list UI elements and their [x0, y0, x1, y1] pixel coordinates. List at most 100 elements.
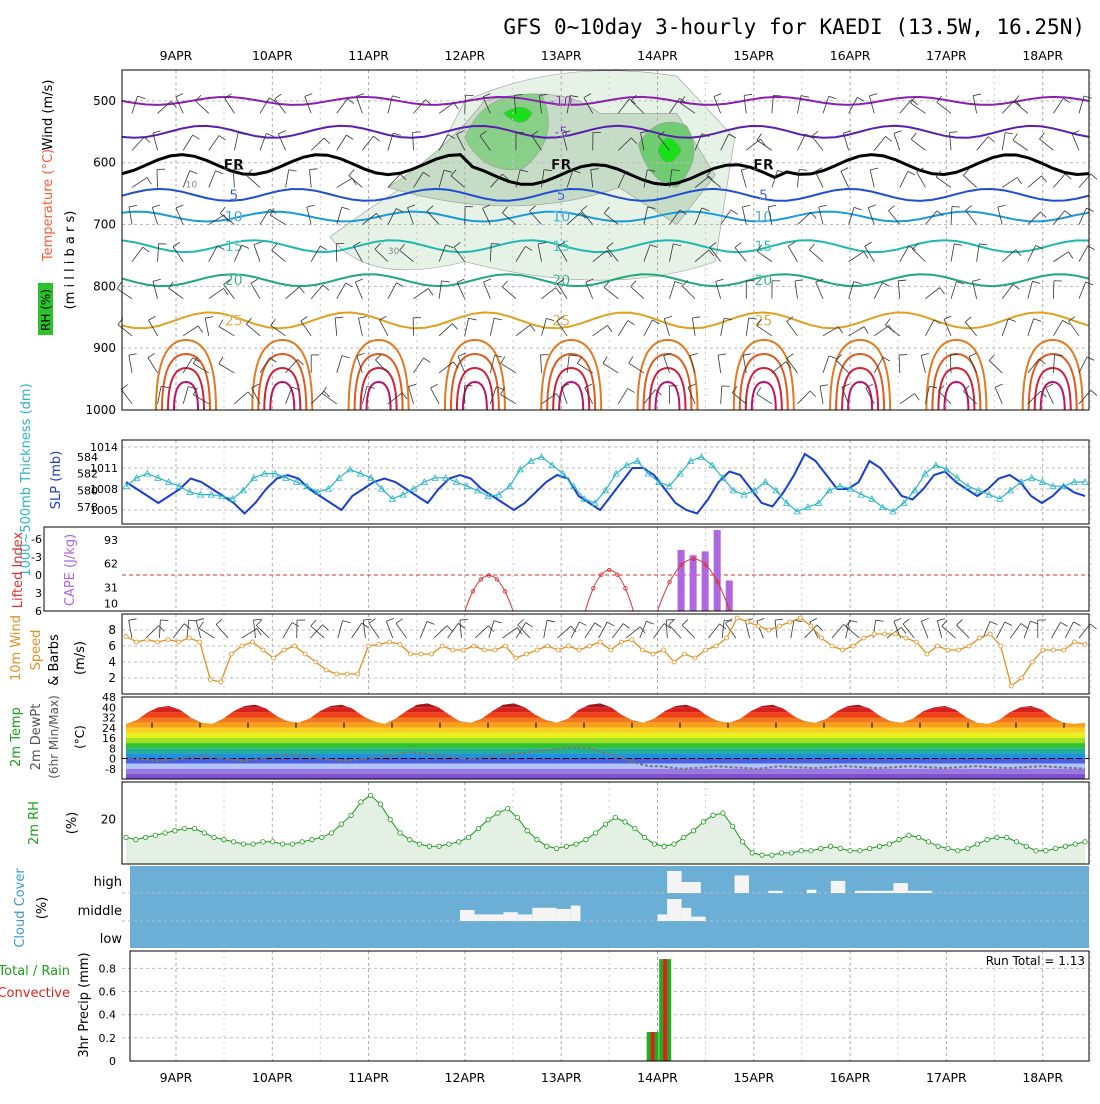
- wind-barb: [724, 620, 732, 621]
- axis-label: RH (%): [39, 289, 53, 331]
- wind-barb: [669, 625, 681, 638]
- cloud-middle-cell: [556, 909, 570, 921]
- rh-marker: [1014, 840, 1018, 844]
- wind-barb: [921, 354, 929, 356]
- rh-marker: [388, 817, 392, 821]
- wind-speed-marker: [904, 636, 908, 640]
- wind-speed-marker: [809, 624, 813, 628]
- wind-barb: [995, 384, 1002, 387]
- wind-barb: [1041, 212, 1047, 218]
- y-tick-label: 0: [109, 1055, 116, 1068]
- wind-barb: [913, 249, 926, 262]
- rh-marker: [163, 831, 167, 835]
- axis-label: 2m Temp: [9, 707, 24, 767]
- wind-barb: [716, 281, 721, 298]
- wind-barb: [219, 357, 223, 364]
- y-tick-label: 1008: [90, 483, 118, 496]
- wind-barb: [604, 288, 618, 299]
- wind-barb: [275, 94, 281, 99]
- wind-barb: [439, 362, 453, 373]
- temp-band: [122, 712, 1089, 717]
- y-tick-label: 1005: [90, 504, 118, 517]
- wind-speed-marker: [156, 640, 160, 644]
- wind-barb: [490, 318, 494, 336]
- wind-barb: [664, 316, 672, 318]
- cloud-high-cell: [893, 883, 907, 893]
- wind-barb: [742, 205, 750, 207]
- wind-barb: [990, 621, 997, 624]
- wind-barb: [544, 620, 547, 638]
- wind-barb: [809, 244, 814, 250]
- wind-speed-marker: [767, 628, 771, 632]
- wind-speed-marker: [1020, 676, 1024, 680]
- wind-barb: [832, 624, 844, 638]
- wind-barb: [475, 626, 488, 638]
- wind-barb: [129, 355, 132, 373]
- wind-speed-marker: [440, 644, 444, 648]
- axis-label: 10m Wind: [9, 615, 24, 681]
- rh-marker: [877, 844, 881, 848]
- axis-label: 2m DewPt: [29, 704, 44, 771]
- wind-speed-marker: [387, 640, 391, 644]
- wind-barb: [1002, 177, 1017, 187]
- wind-barb: [363, 619, 371, 620]
- wind-barb: [868, 208, 874, 225]
- wind-barb: [501, 395, 516, 404]
- wind-barb: [352, 623, 362, 638]
- wind-barb: [937, 621, 941, 638]
- wind-barb: [132, 137, 144, 150]
- rh-marker: [809, 849, 813, 853]
- wind-barb: [271, 319, 276, 326]
- wind-barb: [894, 618, 901, 621]
- rh-marker: [858, 849, 862, 853]
- wind-speed-marker: [978, 636, 982, 640]
- wind-barb: [427, 621, 434, 624]
- rh-marker: [545, 844, 549, 848]
- rh-contour-label: 10: [186, 180, 198, 190]
- wind-barb: [301, 316, 308, 321]
- wind-barb: [900, 394, 915, 404]
- wind-barb: [234, 133, 238, 151]
- temp-bands: [122, 697, 1089, 779]
- wind-barb: [940, 288, 945, 294]
- wind-speed-marker: [820, 636, 824, 640]
- wind-barb: [129, 619, 137, 620]
- wind-barb: [957, 625, 970, 638]
- wind-speed-marker: [314, 660, 318, 664]
- wind-barb: [355, 279, 362, 282]
- wind-barb: [865, 246, 875, 261]
- wind-barb: [812, 131, 818, 136]
- wind-barb: [1028, 281, 1033, 298]
- wind-barb: [256, 625, 269, 638]
- wind-speed-marker: [166, 638, 170, 642]
- rh-marker: [731, 824, 735, 828]
- wind-speed-marker: [851, 644, 855, 648]
- precip-convective-bar: [651, 1032, 655, 1061]
- wind-barb: [1028, 212, 1041, 225]
- wind-barb: [577, 357, 581, 364]
- wind-barb: [995, 387, 1002, 404]
- wind-barb: [458, 353, 465, 356]
- wind-barb: [797, 391, 810, 404]
- wind-barb: [392, 96, 400, 98]
- cloud-middle-cell: [532, 908, 556, 921]
- wind-speed-marker: [777, 624, 781, 628]
- cloud-middle-cell: [667, 899, 681, 921]
- wind-barb: [868, 205, 876, 208]
- wind-barb: [936, 177, 951, 187]
- rh-marker: [750, 851, 754, 855]
- wind-barb: [169, 288, 184, 299]
- wind-barb: [362, 136, 373, 150]
- wind-speed-marker: [398, 642, 402, 646]
- wind-barb: [885, 319, 890, 325]
- wind-barb: [251, 283, 260, 299]
- wind-barb: [718, 355, 721, 373]
- wind-barb: [823, 356, 829, 373]
- wind-barb: [356, 94, 364, 97]
- bottom-date-label: 11APR: [348, 1070, 389, 1085]
- wind-barb: [362, 623, 369, 628]
- wind-barb: [484, 279, 491, 282]
- wind-barb: [965, 317, 971, 322]
